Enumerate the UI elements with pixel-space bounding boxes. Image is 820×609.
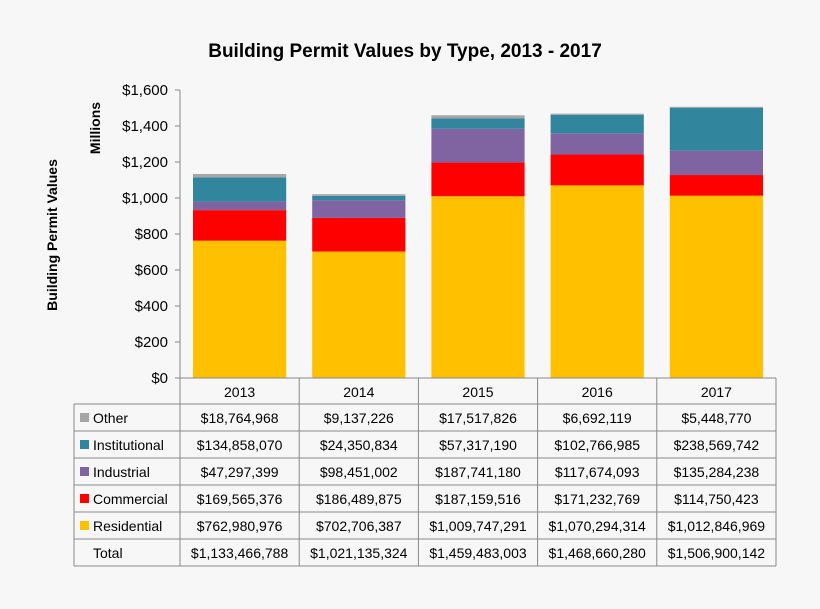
bar-institutional-2016	[550, 114, 644, 134]
y-axis-unit: Millions	[87, 102, 103, 154]
legend-label-residential: Residential	[93, 518, 162, 534]
bar-industrial-2014	[312, 200, 406, 218]
x-tick-label: 2016	[582, 384, 613, 400]
bar-residential-2015	[431, 196, 525, 378]
bar-other-2013	[193, 173, 287, 178]
bar-other-2016	[550, 113, 644, 115]
data-table-cell: $187,159,516	[435, 491, 521, 507]
legend-key-other	[80, 413, 89, 422]
y-tick-label: $1,400	[122, 118, 168, 135]
x-tick-label: 2017	[701, 384, 732, 400]
bar-institutional-2017	[669, 107, 763, 151]
data-table-cell: $169,565,376	[197, 491, 283, 507]
y-tick-label: $200	[135, 334, 168, 351]
data-table-cell: $9,137,226	[324, 410, 394, 426]
data-table-cell: $1,506,900,142	[668, 545, 766, 561]
bar-residential-2013	[193, 240, 287, 378]
data-table-cell: $1,021,135,324	[310, 545, 408, 561]
bar-commercial-2015	[431, 162, 525, 197]
bar-industrial-2016	[550, 133, 644, 155]
bar-commercial-2014	[312, 217, 406, 252]
bar-industrial-2015	[431, 128, 525, 163]
data-table-cell: $134,858,070	[197, 437, 283, 453]
data-table-cell: $1,012,846,969	[668, 518, 766, 534]
bar-residential-2014	[312, 251, 406, 378]
bar-institutional-2014	[312, 195, 406, 201]
bar-institutional-2015	[431, 118, 525, 129]
data-table-cell: $1,468,660,280	[549, 545, 647, 561]
x-tick-label: 2015	[462, 384, 493, 400]
y-tick-label: $800	[135, 226, 168, 243]
legend-label-commercial: Commercial	[93, 491, 168, 507]
data-table-cell: $1,009,747,291	[429, 518, 527, 534]
bar-commercial-2016	[550, 154, 644, 186]
data-table-cell: $6,692,119	[563, 410, 632, 426]
data-table-cell: $17,517,826	[439, 410, 517, 426]
y-tick-label: $1,200	[122, 154, 168, 171]
bar-industrial-2017	[669, 150, 763, 176]
data-table-cell: $1,133,466,788	[191, 545, 289, 561]
bar-institutional-2013	[193, 177, 287, 202]
data-table-cell: $186,489,875	[316, 491, 402, 507]
data-table-cell: $98,451,002	[320, 464, 398, 480]
data-table-cell: $47,297,399	[201, 464, 279, 480]
x-tick-label: 2013	[224, 384, 255, 400]
bar-commercial-2017	[669, 175, 763, 196]
legend-label-total: Total	[93, 545, 123, 561]
bar-other-2017	[669, 106, 763, 108]
bar-residential-2017	[669, 195, 763, 378]
x-tick-label: 2014	[343, 384, 374, 400]
data-table-cell: $187,741,180	[435, 464, 521, 480]
legend-label-institutional: Institutional	[93, 437, 164, 453]
legend-key-commercial	[80, 494, 89, 503]
data-table-cell: $135,284,238	[674, 464, 760, 480]
data-table-cell: $1,070,294,314	[549, 518, 647, 534]
data-table-cell: $238,569,742	[674, 437, 760, 453]
data-table-cell: $5,448,770	[681, 410, 751, 426]
legend-key-institutional	[80, 440, 89, 449]
y-tick-label: $1,000	[122, 190, 168, 207]
bar-other-2014	[312, 194, 406, 196]
data-table-cell: $762,980,976	[197, 518, 283, 534]
data-table-cell: $1,459,483,003	[429, 545, 527, 561]
y-tick-label: $0	[151, 370, 168, 387]
data-table-cell: $171,232,769	[554, 491, 640, 507]
legend-label-industrial: Industrial	[93, 464, 150, 480]
chart-title: Building Permit Values by Type, 2013 - 2…	[208, 41, 602, 62]
bar-commercial-2013	[193, 210, 287, 241]
y-tick-label: $600	[135, 262, 168, 279]
data-table-cell: $117,674,093	[555, 464, 640, 480]
bar-other-2015	[431, 115, 525, 119]
data-table-cell: $18,764,968	[201, 410, 279, 426]
y-tick-label: $400	[135, 298, 168, 315]
y-axis-title: Building Permit Values	[44, 159, 60, 311]
legend-key-industrial	[80, 467, 89, 476]
y-tick-label: $1,600	[122, 82, 168, 99]
data-table-cell: $102,766,985	[554, 437, 640, 453]
bar-residential-2016	[550, 185, 644, 378]
data-table-cell: $57,317,190	[439, 437, 517, 453]
data-table-cell: $24,350,834	[320, 437, 398, 453]
data-table-cell: $114,750,423	[674, 491, 759, 507]
legend-label-other: Other	[93, 410, 128, 426]
data-table-cell: $702,706,387	[316, 518, 402, 534]
bar-industrial-2013	[193, 201, 287, 211]
legend-key-residential	[80, 521, 89, 530]
